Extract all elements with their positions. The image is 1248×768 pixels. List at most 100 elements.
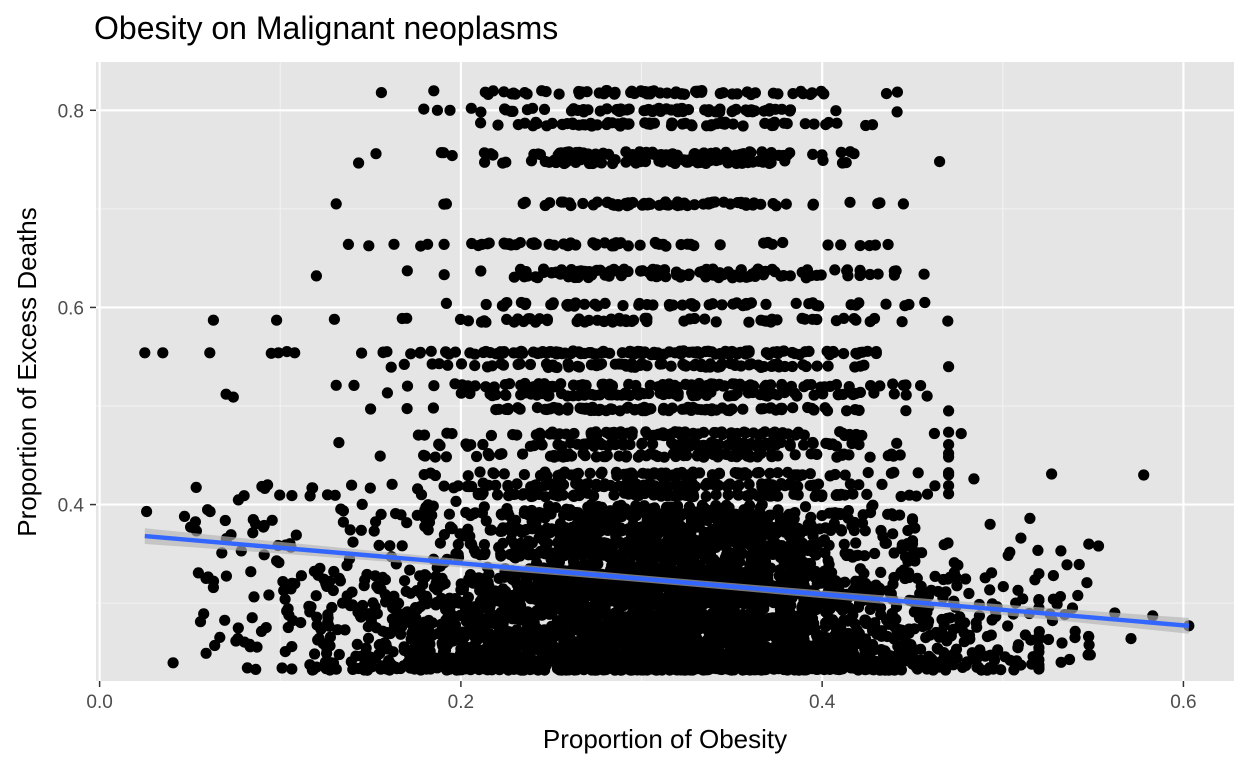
data-point	[868, 387, 880, 399]
data-point	[479, 86, 491, 98]
data-point	[538, 534, 550, 547]
data-point	[699, 104, 711, 116]
data-point	[556, 118, 568, 130]
data-point	[772, 88, 784, 100]
data-point	[988, 654, 1001, 666]
data-point	[774, 643, 787, 655]
data-point	[577, 402, 589, 414]
data-point	[539, 155, 551, 168]
data-point	[295, 570, 307, 582]
data-point	[629, 582, 641, 595]
data-point	[428, 380, 440, 392]
data-point	[882, 585, 894, 597]
data-point	[433, 438, 445, 450]
data-point	[641, 403, 653, 415]
data-point	[568, 558, 580, 570]
data-point	[637, 359, 650, 371]
data-point	[438, 269, 450, 281]
data-point	[598, 315, 610, 327]
data-point	[891, 106, 903, 118]
data-point	[250, 663, 262, 676]
data-point	[385, 361, 397, 373]
data-point	[1002, 620, 1014, 632]
data-point	[765, 562, 777, 574]
data-point	[573, 88, 586, 100]
data-point	[766, 448, 778, 460]
data-point	[381, 387, 393, 399]
data-point	[721, 592, 733, 604]
data-point	[759, 117, 771, 129]
data-point	[891, 437, 903, 449]
data-point	[685, 404, 697, 416]
data-point	[742, 448, 754, 460]
data-point	[836, 662, 848, 674]
data-point	[470, 622, 482, 634]
data-point	[581, 438, 593, 450]
data-point	[647, 438, 659, 450]
data-point	[624, 614, 636, 626]
data-point	[506, 613, 519, 625]
data-point	[698, 426, 710, 438]
data-point	[200, 647, 212, 659]
data-point	[719, 609, 731, 621]
data-point	[422, 636, 434, 648]
data-point	[441, 427, 453, 439]
data-point	[759, 622, 771, 634]
data-point	[664, 661, 676, 673]
data-point	[708, 426, 720, 439]
data-point	[678, 359, 690, 371]
data-point	[507, 87, 520, 99]
data-point	[718, 196, 730, 208]
data-point	[477, 438, 489, 451]
data-point	[619, 387, 631, 399]
data-point	[460, 438, 472, 450]
data-point	[830, 618, 842, 630]
data-point	[849, 516, 861, 529]
data-point	[540, 634, 552, 646]
data-point	[678, 315, 690, 327]
data-point	[770, 200, 782, 212]
data-point	[806, 87, 818, 99]
data-point	[722, 157, 734, 169]
data-point	[818, 88, 830, 100]
data-point	[555, 628, 567, 640]
data-point	[780, 198, 792, 210]
data-point	[570, 298, 582, 310]
data-point	[829, 575, 841, 588]
data-point	[779, 360, 791, 373]
data-point	[519, 117, 531, 129]
data-point	[727, 105, 739, 117]
data-point	[486, 610, 498, 622]
data-point	[498, 605, 510, 618]
data-point	[850, 575, 862, 587]
data-point	[877, 647, 889, 659]
data-point	[438, 238, 450, 250]
data-point	[894, 449, 906, 461]
data-point	[737, 300, 749, 312]
data-point	[591, 300, 604, 312]
data-point	[864, 603, 876, 616]
data-point	[502, 660, 514, 672]
data-point	[766, 313, 778, 325]
data-point	[765, 157, 777, 169]
data-point	[761, 439, 773, 451]
data-point	[263, 589, 275, 601]
data-point	[655, 105, 667, 117]
data-point	[617, 300, 629, 312]
data-point	[855, 654, 868, 667]
data-point	[757, 387, 769, 399]
data-point	[699, 313, 711, 325]
data-point	[712, 646, 724, 658]
data-point	[687, 300, 699, 312]
data-point	[705, 386, 717, 398]
data-point	[731, 88, 743, 100]
data-point	[1033, 594, 1045, 606]
data-point	[717, 87, 729, 99]
data-point	[603, 618, 616, 630]
data-point	[524, 586, 536, 599]
data-point	[520, 387, 532, 399]
data-point	[394, 662, 407, 675]
data-point	[834, 388, 846, 400]
data-point	[415, 627, 427, 639]
data-point	[651, 562, 663, 574]
